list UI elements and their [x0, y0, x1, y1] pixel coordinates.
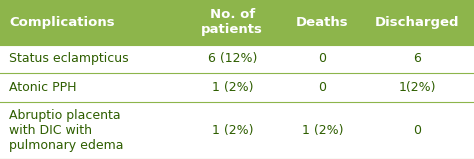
Text: 0: 0: [319, 52, 326, 65]
Text: No. of
patients: No. of patients: [201, 8, 263, 36]
Text: 1 (2%): 1 (2%): [211, 124, 253, 137]
Text: Discharged: Discharged: [375, 16, 459, 29]
Bar: [0, 45, 474, 73]
Text: 6 (12%): 6 (12%): [208, 52, 257, 65]
Bar: [0, 102, 474, 159]
Text: 1 (2%): 1 (2%): [211, 81, 253, 94]
Text: 1(2%): 1(2%): [398, 81, 436, 94]
Text: Atonic PPH: Atonic PPH: [9, 81, 77, 94]
Bar: [0, 73, 474, 102]
Text: Status eclampticus: Status eclampticus: [9, 52, 129, 65]
Text: Abruptio placenta
with DIC with
pulmonary edema: Abruptio placenta with DIC with pulmonar…: [9, 109, 124, 152]
Text: 0: 0: [319, 81, 326, 94]
Text: Complications: Complications: [9, 16, 115, 29]
Text: 0: 0: [413, 124, 421, 137]
Bar: [0, 0, 474, 45]
Text: Deaths: Deaths: [296, 16, 349, 29]
Text: 1 (2%): 1 (2%): [301, 124, 343, 137]
Text: 6: 6: [413, 52, 421, 65]
